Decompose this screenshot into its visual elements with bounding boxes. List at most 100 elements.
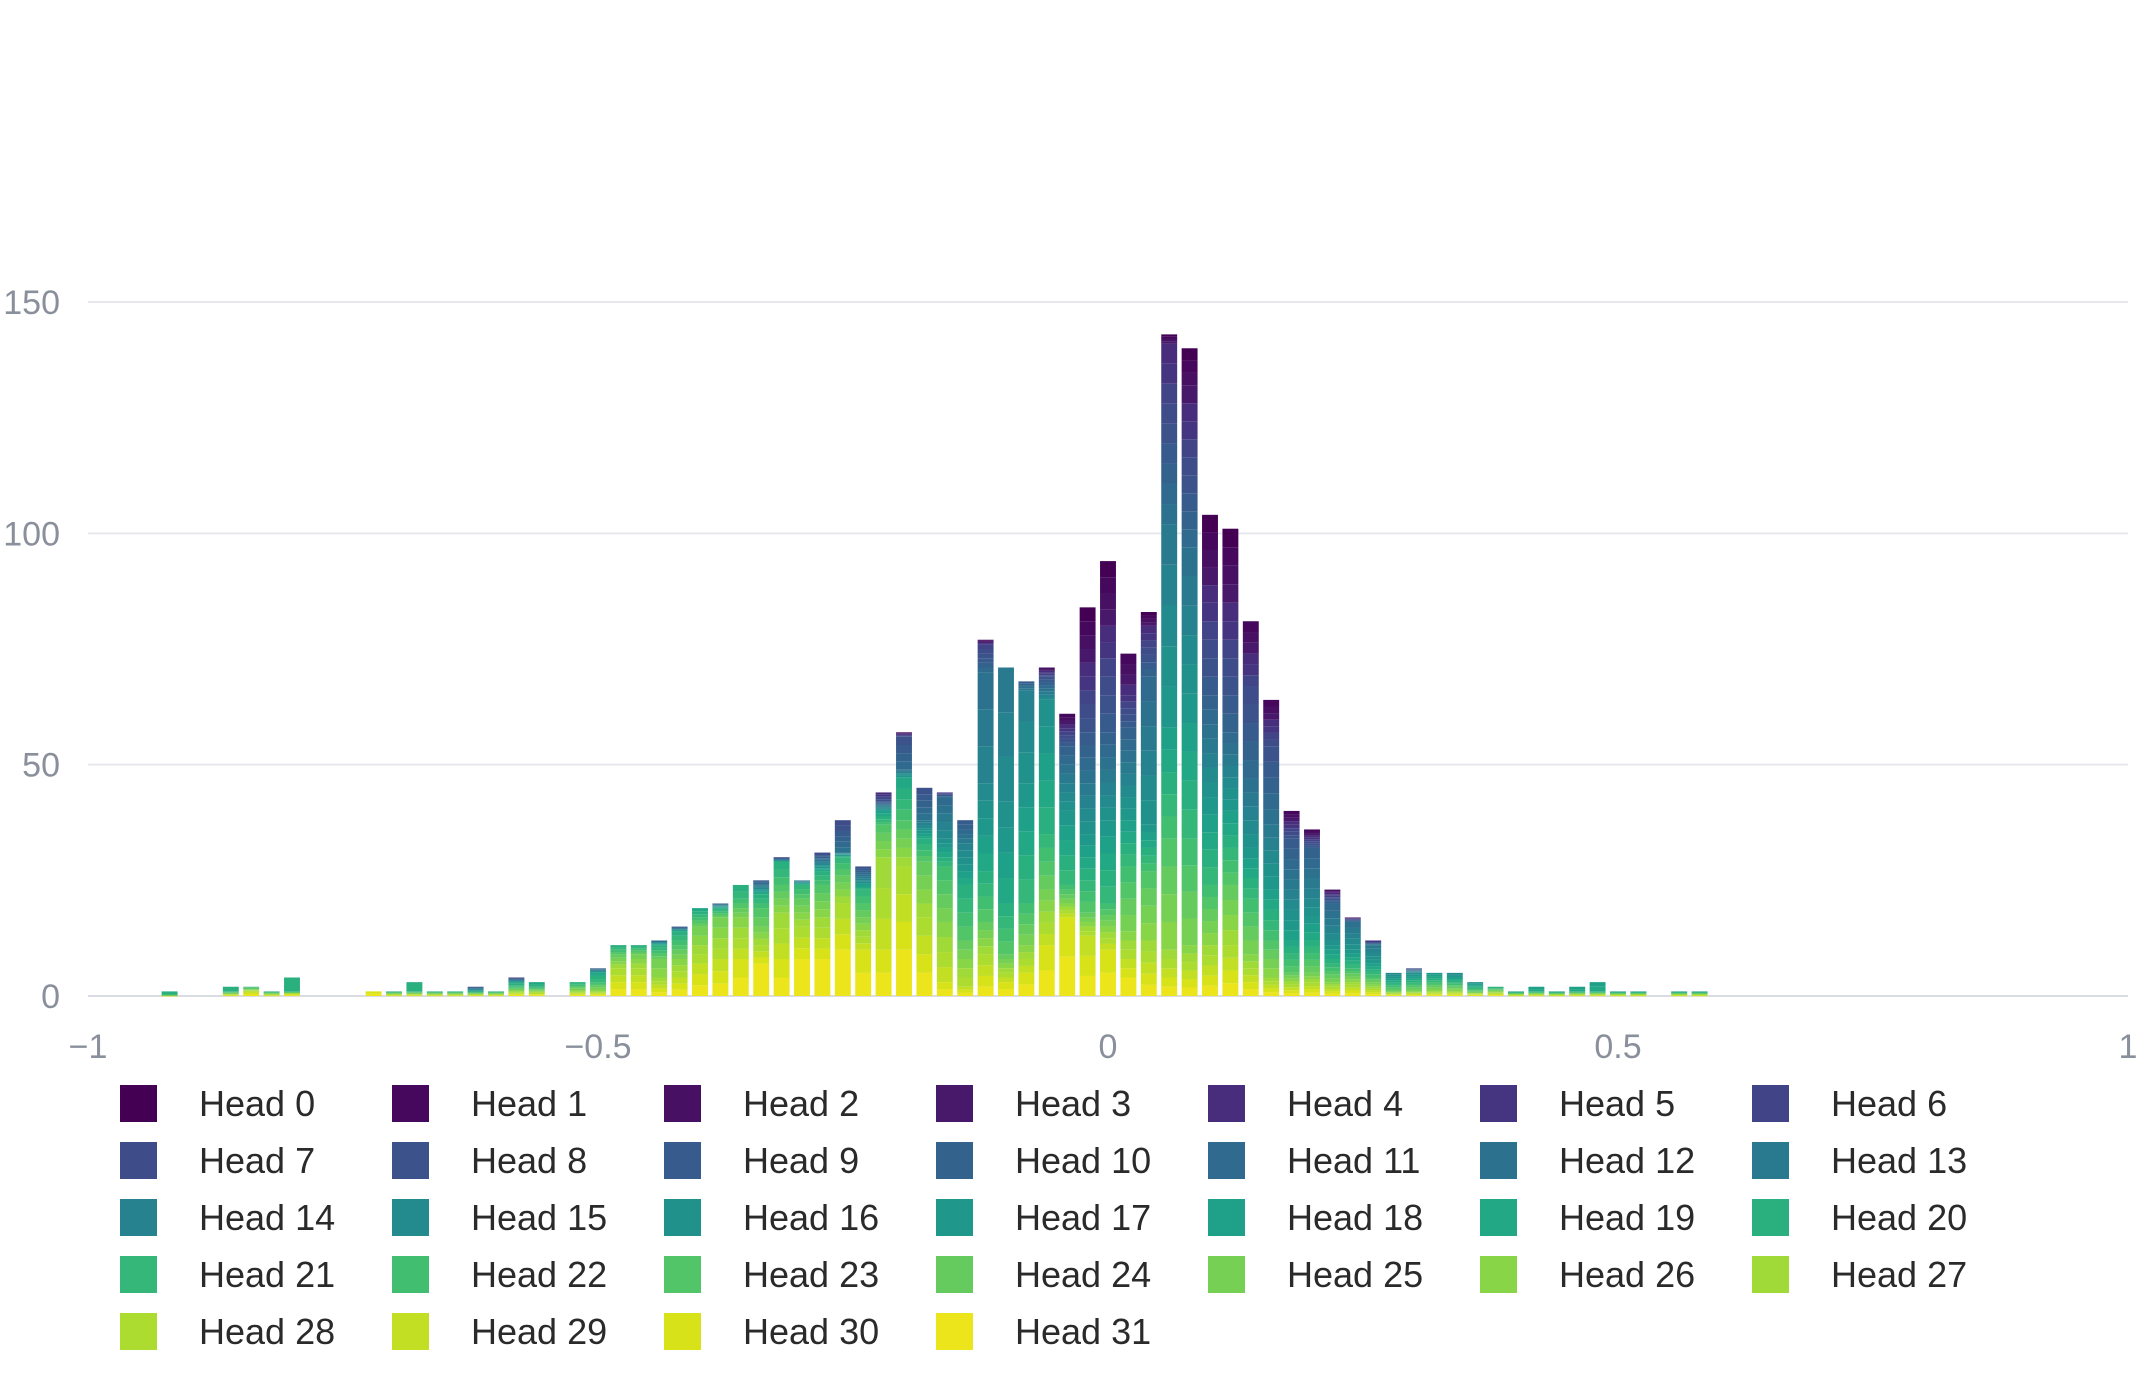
bar-segment-head-6 xyxy=(1242,675,1259,687)
bar-segment-head-26 xyxy=(1365,984,1382,987)
bar-segment-head-20 xyxy=(1406,980,1422,983)
bar-segment-head-3 xyxy=(1140,622,1157,626)
legend-item-head-14[interactable]: Head 14 xyxy=(120,1197,392,1238)
legend-item-head-25[interactable]: Head 25 xyxy=(1208,1254,1480,1295)
bar-segment-head-13 xyxy=(1344,927,1361,934)
bar-segment-head-22 xyxy=(1304,953,1320,960)
histogram-bar xyxy=(1406,968,1422,996)
legend-item-head-21[interactable]: Head 21 xyxy=(120,1254,392,1295)
bar-segment-head-22 xyxy=(936,866,953,881)
bar-segment-head-27 xyxy=(1487,992,1504,993)
bar-segment-head-17 xyxy=(1161,686,1178,728)
legend-item-head-15[interactable]: Head 15 xyxy=(392,1197,664,1238)
bar-segment-head-14 xyxy=(1079,795,1096,809)
bar-segment-head-27 xyxy=(284,993,300,994)
bar-segment-head-21 xyxy=(977,883,994,897)
legend-item-head-8[interactable]: Head 8 xyxy=(392,1140,664,1181)
bar-segment-head-17 xyxy=(1283,920,1300,931)
bar-segment-head-17 xyxy=(1304,915,1320,924)
bar-segment-head-31 xyxy=(875,972,892,996)
legend-item-head-23[interactable]: Head 23 xyxy=(664,1254,936,1295)
bar-segment-head-28 xyxy=(1202,955,1218,966)
bar-segment-head-29 xyxy=(1528,994,1545,996)
legend-item-head-12[interactable]: Head 12 xyxy=(1480,1140,1752,1181)
bar-segment-head-19 xyxy=(590,972,606,976)
bar-segment-head-29 xyxy=(1610,995,1626,996)
legend-item-head-24[interactable]: Head 24 xyxy=(936,1254,1208,1295)
bar-segment-head-27 xyxy=(1161,949,1178,959)
bar-segment-head-22 xyxy=(753,903,770,909)
legend-item-head-19[interactable]: Head 19 xyxy=(1480,1197,1752,1238)
legend-item-head-5[interactable]: Head 5 xyxy=(1480,1083,1752,1124)
bar-segment-head-20 xyxy=(1344,960,1361,965)
legend-item-head-20[interactable]: Head 20 xyxy=(1752,1197,2024,1238)
legend-item-head-7[interactable]: Head 7 xyxy=(120,1140,392,1181)
bar-segment-head-13 xyxy=(998,667,1014,713)
histogram-bar xyxy=(1038,667,1055,996)
legend-item-head-27[interactable]: Head 27 xyxy=(1752,1254,2024,1295)
legend-item-head-22[interactable]: Head 22 xyxy=(392,1254,664,1295)
bar-segment-head-15 xyxy=(794,881,810,883)
bar-segment-head-12 xyxy=(834,847,851,853)
legend-item-head-10[interactable]: Head 10 xyxy=(936,1140,1208,1181)
bar-segment-head-12 xyxy=(896,769,912,771)
bar-segment-head-26 xyxy=(1385,992,1402,993)
bar-segment-head-27 xyxy=(896,857,912,867)
bar-segment-head-18 xyxy=(1100,836,1116,854)
legend-item-head-3[interactable]: Head 3 xyxy=(936,1083,1208,1124)
legend-item-head-17[interactable]: Head 17 xyxy=(936,1197,1208,1238)
legend-item-head-11[interactable]: Head 11 xyxy=(1208,1140,1480,1181)
histogram-bar xyxy=(1161,334,1178,996)
bar-segment-head-21 xyxy=(1120,854,1137,867)
bar-segment-head-1 xyxy=(1242,621,1259,633)
bar-segment-head-23 xyxy=(1385,987,1402,990)
bar-segment-head-11 xyxy=(896,761,912,770)
legend-item-head-6[interactable]: Head 6 xyxy=(1752,1083,2024,1124)
bar-segment-head-12 xyxy=(977,672,994,710)
legend-item-head-0[interactable]: Head 0 xyxy=(120,1083,392,1124)
legend-swatch xyxy=(1208,1142,1245,1179)
bar-segment-head-10 xyxy=(936,796,953,798)
bar-segment-head-7 xyxy=(1059,735,1076,739)
bar-segment-head-24 xyxy=(1324,974,1341,979)
legend-item-head-2[interactable]: Head 2 xyxy=(664,1083,936,1124)
bar-segment-head-27 xyxy=(753,938,770,946)
bar-segment-head-29 xyxy=(488,994,504,996)
bar-segment-head-15 xyxy=(1385,972,1402,975)
bar-segment-head-27 xyxy=(814,917,831,928)
x-tick-label: −0.5 xyxy=(564,1028,631,1066)
bar-segment-head-25 xyxy=(773,898,790,906)
legend-item-head-4[interactable]: Head 4 xyxy=(1208,1083,1480,1124)
bar-segment-head-10 xyxy=(1059,746,1076,756)
legend-item-head-30[interactable]: Head 30 xyxy=(664,1311,936,1352)
y-tick-label: 100 xyxy=(3,515,60,553)
bar-segment-head-29 xyxy=(1467,994,1484,995)
bar-segment-head-16 xyxy=(814,865,831,867)
legend-item-head-9[interactable]: Head 9 xyxy=(664,1140,936,1181)
bar-segment-head-29 xyxy=(569,993,586,995)
bar-segment-head-24 xyxy=(488,992,504,994)
bar-segment-head-24 xyxy=(528,989,545,991)
bar-segment-head-29 xyxy=(1242,975,1259,983)
legend-item-head-16[interactable]: Head 16 xyxy=(664,1197,936,1238)
legend-item-head-28[interactable]: Head 28 xyxy=(120,1311,392,1352)
bar-segment-head-9 xyxy=(875,801,892,803)
bar-segment-head-26 xyxy=(590,989,606,992)
bar-segment-head-25 xyxy=(1446,988,1463,990)
legend-item-head-13[interactable]: Head 13 xyxy=(1752,1140,2024,1181)
legend-item-head-26[interactable]: Head 26 xyxy=(1480,1254,1752,1295)
bar-segment-head-16 xyxy=(1140,800,1157,825)
legend-item-head-29[interactable]: Head 29 xyxy=(392,1311,664,1352)
bar-segment-head-17 xyxy=(1467,983,1484,985)
bar-segment-head-29 xyxy=(732,948,749,959)
bar-segment-head-25 xyxy=(1385,991,1402,993)
legend-item-head-1[interactable]: Head 1 xyxy=(392,1083,664,1124)
legend-item-head-18[interactable]: Head 18 xyxy=(1208,1197,1480,1238)
bar-segment-head-29 xyxy=(875,918,892,950)
legend-item-head-31[interactable]: Head 31 xyxy=(936,1311,1208,1352)
bar-segment-head-25 xyxy=(732,912,749,918)
bar-segment-head-31 xyxy=(1100,972,1116,996)
bar-segment-head-13 xyxy=(1120,762,1137,774)
bar-segment-head-26 xyxy=(263,993,280,995)
histogram-bar xyxy=(1548,991,1565,997)
